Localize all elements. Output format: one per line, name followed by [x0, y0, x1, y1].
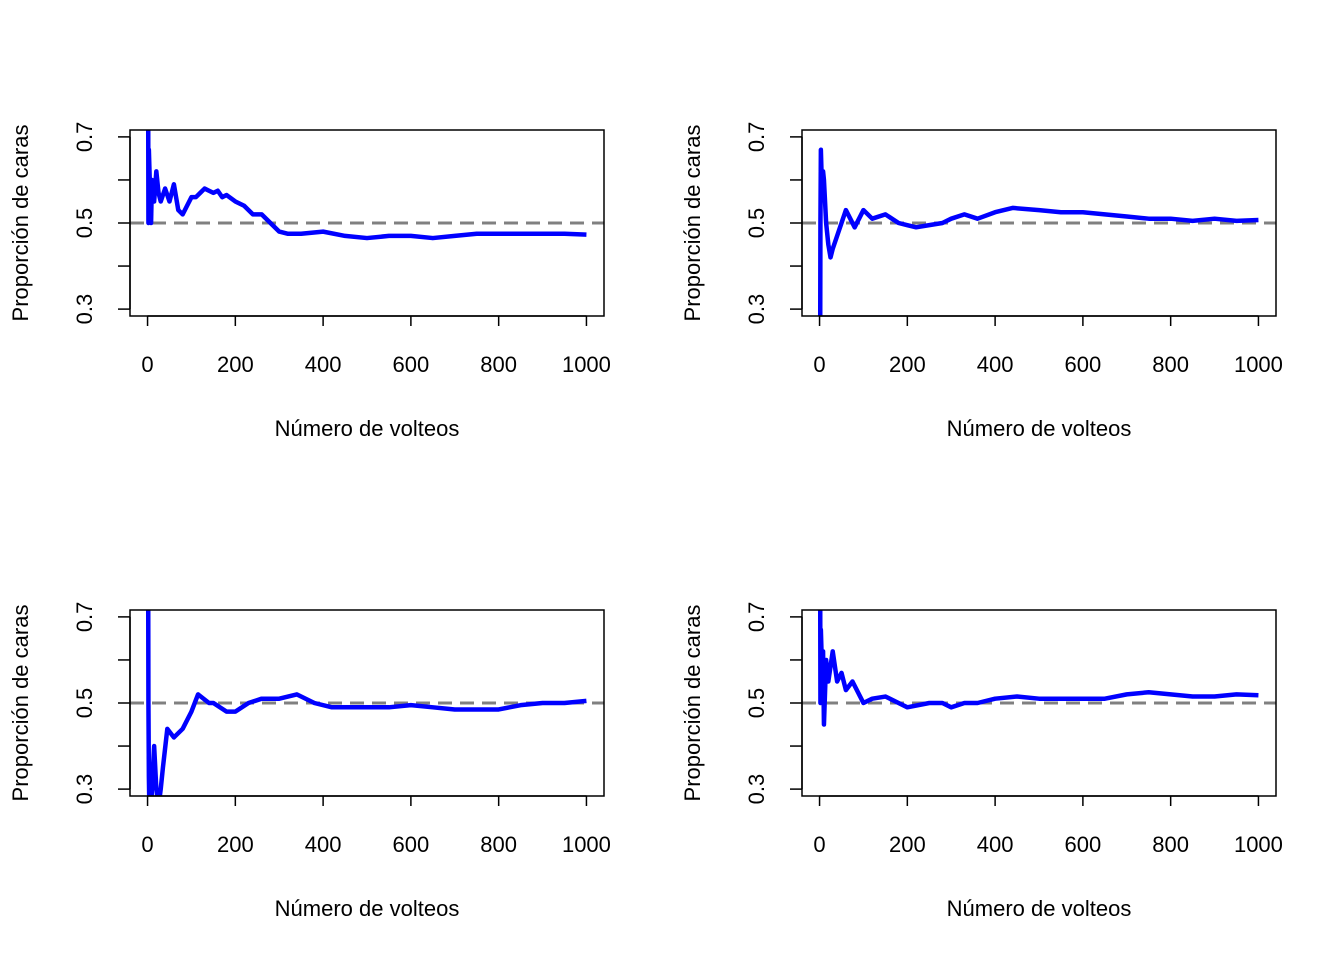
panel: 0 200 400 600 800 1000 Número de volteos 0.3 0.5… — [680, 122, 1283, 441]
panel: 0 200 400 600 800 1000 Número de volteos 0.3 0.5… — [8, 122, 611, 441]
data-line — [145, 130, 587, 241]
y-axis-title: Proporción de caras — [680, 605, 705, 802]
panel: 0 200 400 600 800 1000 Número de volteos 0.3 0.5… — [680, 602, 1283, 921]
x-tick-label: 0 — [141, 832, 153, 857]
x-tick-label: 600 — [393, 832, 430, 857]
y-axis-title: Proporción de caras — [8, 605, 33, 802]
x-tick-label: 1000 — [1234, 352, 1283, 377]
y-axis-title: Proporción de caras — [8, 125, 33, 322]
x-tick-label: 200 — [889, 352, 926, 377]
x-tick-label: 1000 — [562, 832, 611, 857]
data-line — [145, 610, 587, 796]
data-line — [817, 147, 1259, 316]
x-tick-label: 600 — [393, 352, 430, 377]
x-tick-label: 1000 — [1234, 832, 1283, 857]
x-axis-title: Número de volteos — [947, 416, 1132, 441]
x-tick-label: 400 — [305, 352, 342, 377]
x-axis-title: Número de volteos — [947, 896, 1132, 921]
x-tick-label: 200 — [217, 832, 254, 857]
x-tick-label: 800 — [1152, 832, 1189, 857]
y-tick-label: 0.7 — [72, 602, 97, 633]
x-tick-label: 800 — [480, 832, 517, 857]
y-tick-label: 0.5 — [72, 208, 97, 239]
x-tick-label: 600 — [1065, 832, 1102, 857]
x-tick-label: 600 — [1065, 352, 1102, 377]
x-tick-label: 1000 — [562, 352, 611, 377]
x-tick-label: 0 — [813, 352, 825, 377]
x-tick-label: 800 — [480, 352, 517, 377]
y-tick-label: 0.7 — [744, 122, 769, 153]
x-tick-label: 800 — [1152, 352, 1189, 377]
y-tick-label: 0.5 — [744, 688, 769, 719]
data-line — [817, 610, 1259, 727]
x-tick-label: 200 — [217, 352, 254, 377]
y-axis-title: Proporción de caras — [680, 125, 705, 322]
x-tick-label: 200 — [889, 832, 926, 857]
x-axis-title: Número de volteos — [275, 416, 460, 441]
y-tick-label: 0.5 — [744, 208, 769, 239]
x-axis-title: Número de volteos — [275, 896, 460, 921]
y-tick-label: 0.3 — [744, 774, 769, 805]
x-tick-label: 0 — [141, 352, 153, 377]
x-tick-label: 400 — [305, 832, 342, 857]
panel: 0 200 400 600 800 1000 Número de volteos 0.3 0.5… — [8, 602, 611, 921]
y-tick-label: 0.5 — [72, 688, 97, 719]
x-tick-label: 400 — [977, 832, 1014, 857]
y-tick-label: 0.7 — [744, 602, 769, 633]
x-tick-label: 400 — [977, 352, 1014, 377]
y-tick-label: 0.3 — [744, 294, 769, 325]
y-tick-label: 0.3 — [72, 294, 97, 325]
y-tick-label: 0.3 — [72, 774, 97, 805]
x-tick-label: 0 — [813, 832, 825, 857]
y-tick-label: 0.7 — [72, 122, 97, 153]
